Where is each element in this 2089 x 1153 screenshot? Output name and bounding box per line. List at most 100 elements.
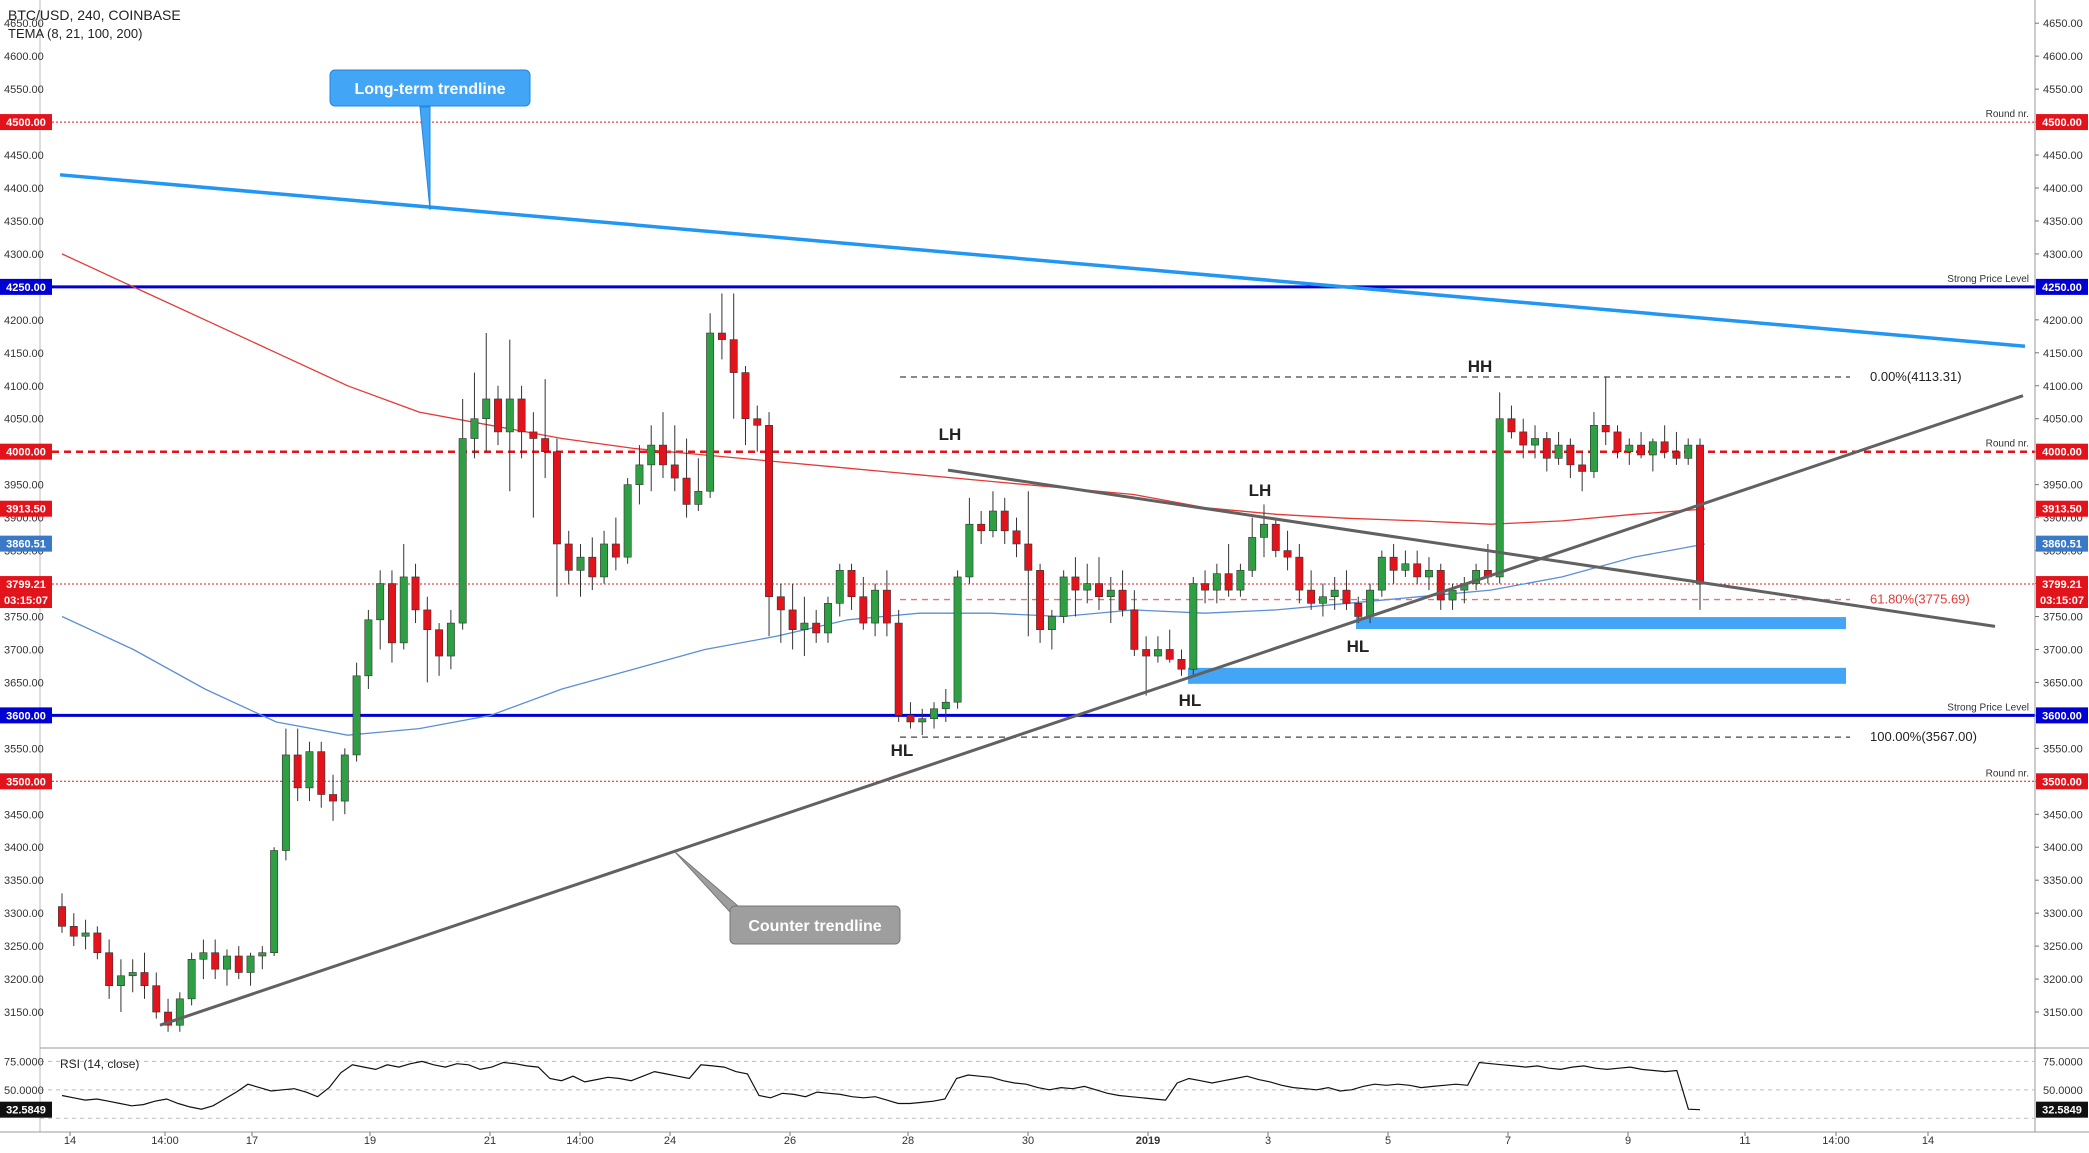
rsi-label: RSI (14, close)	[60, 1057, 139, 1071]
x-tick-label: 28	[902, 1135, 914, 1147]
candle-body	[600, 543, 609, 578]
y-tick-label-right: 3450.00	[2043, 809, 2083, 821]
tema-red-line	[61, 253, 1706, 525]
candle-body	[988, 510, 997, 532]
price-badge	[2036, 278, 2088, 295]
candle-body	[128, 972, 137, 977]
y-tick-label-right: 4050.00	[2043, 414, 2083, 426]
candle-body	[1377, 556, 1386, 591]
price-badge-text: 4500.00	[2042, 117, 2082, 129]
candle-body	[1189, 583, 1198, 670]
candle-body	[175, 998, 184, 1026]
price-badge-text: 4250.00	[2042, 282, 2082, 294]
candle-body	[199, 952, 208, 960]
candle-body	[1578, 464, 1587, 472]
y-tick-label-right: 4600.00	[2043, 51, 2083, 63]
rsi-current-badge-left	[0, 1101, 52, 1118]
candle-body	[541, 438, 550, 452]
rsi-line	[61, 1060, 1701, 1111]
candle-body	[305, 751, 314, 789]
candle-body	[1637, 444, 1646, 456]
candle-body	[81, 932, 90, 937]
level-label: Round nr.	[1986, 109, 2029, 120]
annotations-layer: Long-term trendline Counter trendline LH LH…	[329, 69, 1492, 945]
y-tick-label-left: 3250.00	[4, 941, 44, 953]
x-tick-label: 14	[64, 1135, 76, 1147]
candle-body	[211, 952, 220, 970]
candle-body	[435, 629, 444, 657]
long-term-callout-pointer	[419, 106, 431, 211]
y-tick-label-left: 3700.00	[4, 644, 44, 656]
demand-zone-lower	[1188, 667, 1846, 684]
candle-body	[882, 589, 891, 624]
long-term-callout-text: Long-term trendline	[354, 81, 505, 98]
candle-body	[1554, 444, 1563, 459]
candle-body	[246, 955, 255, 973]
candle-body	[1613, 431, 1622, 452]
y-tick-label-right: 3400.00	[2043, 842, 2083, 854]
candle-body	[1260, 523, 1268, 538]
price-badge	[2036, 773, 2088, 790]
candles-layer	[58, 293, 1704, 1032]
level-label: Strong Price Level	[1947, 702, 2029, 713]
pattern-label: HL	[891, 741, 914, 760]
candle-body	[1142, 649, 1151, 657]
candle-body	[234, 955, 243, 973]
y-tick-label-right: 3950.00	[2043, 480, 2083, 492]
candle-body	[1625, 444, 1634, 452]
rsi-pane: RSI (14, close) 75.0000 75.0000 50.0000 50.0…	[0, 1047, 2089, 1119]
candle-body	[411, 576, 420, 611]
candle-body	[765, 425, 774, 598]
candle-body	[140, 972, 149, 986]
candle-body	[729, 339, 738, 373]
x-tick-label: 14	[1922, 1135, 1934, 1147]
candle-body	[258, 952, 267, 957]
candle-body	[1389, 556, 1398, 571]
rsi-current-text: 32.5849	[2042, 1105, 2082, 1117]
long-term-trendline	[59, 173, 2026, 348]
price-badge-left-text: 3500.00	[6, 776, 46, 788]
candle-body	[1295, 556, 1304, 591]
price-badge-left	[0, 707, 52, 724]
x-tick-label: 14:00	[151, 1135, 179, 1147]
price-badge	[2036, 443, 2088, 460]
price-badge	[2036, 707, 2088, 724]
pattern-label: LH	[939, 425, 962, 444]
candle-body	[894, 622, 903, 716]
y-tick-label-right: 3250.00	[2043, 941, 2083, 953]
candle-body	[1413, 563, 1422, 578]
level-label: Round nr.	[1986, 439, 2029, 450]
candle-body	[1130, 609, 1139, 650]
y-tick-label-right: 4100.00	[2043, 381, 2083, 393]
price-badge-left	[0, 278, 52, 295]
candle-body	[647, 444, 656, 466]
candle-body	[1318, 596, 1327, 604]
trendlines-layer	[59, 173, 2026, 1027]
x-tick-label: 21	[484, 1135, 496, 1147]
rsi-tick-right: 75.0000	[2043, 1056, 2083, 1068]
x-tick-label: 30	[1022, 1135, 1034, 1147]
rsi-current-badge	[2036, 1101, 2088, 1118]
y-tick-label-right: 4650.00	[2043, 18, 2083, 30]
symbol-title: BTC/USD, 240, COINBASE	[8, 7, 181, 23]
candle-body	[93, 932, 102, 954]
x-tick-label: 11	[1739, 1135, 1750, 1147]
y-tick-label-right: 4550.00	[2043, 84, 2083, 96]
y-tick-label-left: 3750.00	[4, 611, 44, 623]
candle-body	[1330, 589, 1339, 598]
price-badge-left	[0, 114, 52, 131]
y-tick-label-left: 4100.00	[4, 381, 44, 393]
candle-body	[788, 609, 797, 630]
level-label: Round nr.	[1986, 768, 2029, 779]
candle-body	[1589, 425, 1598, 472]
candle-body	[682, 477, 691, 505]
candle-body	[281, 754, 290, 851]
candle-body	[1696, 444, 1704, 585]
price-badge-left	[0, 443, 52, 460]
x-tick-label: 24	[664, 1135, 676, 1147]
time-axis-layer[interactable]: 14 14:00 17 19 21 14:00 24 26 28 30 2019 3 5 7 9 11 14:0…	[0, 1131, 2089, 1147]
y-tick-label-left: 3650.00	[4, 677, 44, 689]
y-tick-label-left: 3200.00	[4, 974, 44, 986]
